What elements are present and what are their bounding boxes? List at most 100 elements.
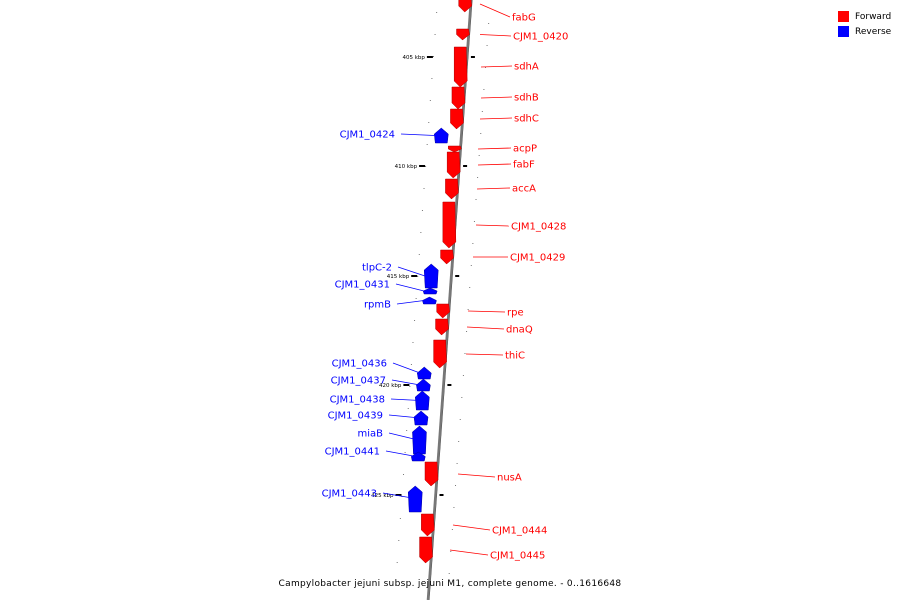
gene-arrow xyxy=(416,378,431,392)
gene-label: CJM1_0445 xyxy=(490,551,545,562)
gene-leader xyxy=(390,398,421,401)
gene-label: sdhB xyxy=(514,93,539,104)
track-dot xyxy=(418,254,420,255)
gene-arrow xyxy=(453,46,468,88)
gene-leader xyxy=(388,414,421,419)
track-dot xyxy=(475,199,477,200)
scale-tick xyxy=(411,275,418,277)
gene-arrow xyxy=(456,28,470,41)
gene-leader xyxy=(479,34,512,37)
gene-arrow xyxy=(415,390,430,411)
gene-label: tlpC-2 xyxy=(362,263,392,274)
legend: Forward Reverse xyxy=(838,9,891,39)
scale-label: 415 kbp xyxy=(387,274,410,280)
gene-label: CJM1_0420 xyxy=(513,32,568,43)
gene-arrow xyxy=(434,127,449,144)
gene-leader xyxy=(385,450,417,457)
scale-label: 420 kbp xyxy=(379,383,402,389)
gene-arrow xyxy=(433,339,447,369)
track-dot xyxy=(423,188,425,189)
gene-arrow xyxy=(423,263,439,289)
gene-label: sdhA xyxy=(514,62,539,73)
scale-tick xyxy=(447,384,452,386)
gene-label: accA xyxy=(512,184,536,195)
track-dot xyxy=(480,133,482,134)
track-dot xyxy=(458,441,460,442)
track-dot xyxy=(481,111,483,112)
gene-arrow xyxy=(436,303,450,319)
track-dot xyxy=(473,221,475,222)
gene-leader xyxy=(449,549,489,556)
track-dot xyxy=(477,177,479,178)
gene-arrow xyxy=(412,425,427,455)
gene-label: CJM1_0424 xyxy=(340,130,395,141)
track-dot xyxy=(453,507,455,508)
track-dot xyxy=(399,518,401,519)
gene-arrow xyxy=(458,0,472,13)
gene-leader xyxy=(395,283,425,292)
gene-label: rpe xyxy=(507,308,524,319)
scale-tick xyxy=(470,56,475,58)
legend-label: Reverse xyxy=(855,26,892,37)
gene-leader xyxy=(452,524,491,531)
track-dot xyxy=(436,12,438,13)
gene-arrow xyxy=(413,410,429,426)
gene-label: CJM1_0436 xyxy=(332,359,387,370)
track-dot xyxy=(396,562,398,563)
track-dot xyxy=(488,23,490,24)
gene-arrow xyxy=(446,151,461,179)
scale-label: 410 kbp xyxy=(395,164,418,170)
track-dot xyxy=(414,320,416,321)
track-dot xyxy=(421,210,423,211)
gene-arrow xyxy=(451,86,466,110)
gene-leader xyxy=(475,224,510,227)
gene-leader xyxy=(477,147,512,150)
gene-arrow xyxy=(435,318,449,336)
track-dot xyxy=(407,408,409,409)
track-dot xyxy=(415,298,417,299)
track-dot xyxy=(410,364,412,365)
track-dot xyxy=(448,573,450,574)
scale-tick xyxy=(426,56,433,58)
track-dot xyxy=(464,353,466,354)
gene-arrow xyxy=(445,178,459,200)
track-dot xyxy=(406,430,408,431)
gene-label: CJM1_0438 xyxy=(330,395,385,406)
gene-leader xyxy=(400,133,436,136)
track-dot xyxy=(429,100,431,101)
track-dot xyxy=(409,386,411,387)
track-dot xyxy=(470,265,472,266)
track-dot xyxy=(462,375,464,376)
gene-label: CJM1_0431 xyxy=(335,280,390,291)
gene-leader xyxy=(480,96,513,99)
gene-arrow xyxy=(450,108,464,130)
track-dot xyxy=(403,474,405,475)
gene-arrow xyxy=(407,485,423,513)
scale-label: 405 kbp xyxy=(402,55,425,61)
track-dot xyxy=(425,166,427,167)
map-caption: Campylobacter jejuni subsp. jejuni M1, c… xyxy=(278,579,622,589)
track-dot xyxy=(420,232,422,233)
gene-label: sdhC xyxy=(514,114,539,125)
gene-arrow xyxy=(421,513,435,537)
gene-leader xyxy=(476,187,511,190)
scale-tick xyxy=(455,275,460,277)
track-dot xyxy=(461,397,463,398)
gene-arrow xyxy=(419,536,433,564)
gene-leader xyxy=(397,266,426,277)
scale-tick xyxy=(395,494,402,496)
track-dot xyxy=(450,551,452,552)
track-dot xyxy=(428,122,430,123)
track-dot xyxy=(467,309,469,310)
gene-label: thiC xyxy=(505,351,525,362)
legend-item-reverse: Reverse xyxy=(838,24,891,39)
gene-leader xyxy=(465,353,504,356)
legend-swatch-forward xyxy=(838,11,849,22)
gene-label: nusA xyxy=(497,473,522,484)
track-dot xyxy=(486,45,488,46)
track-dot xyxy=(434,34,436,35)
gene-label: fabG xyxy=(512,13,536,24)
scale-tick xyxy=(439,494,444,496)
